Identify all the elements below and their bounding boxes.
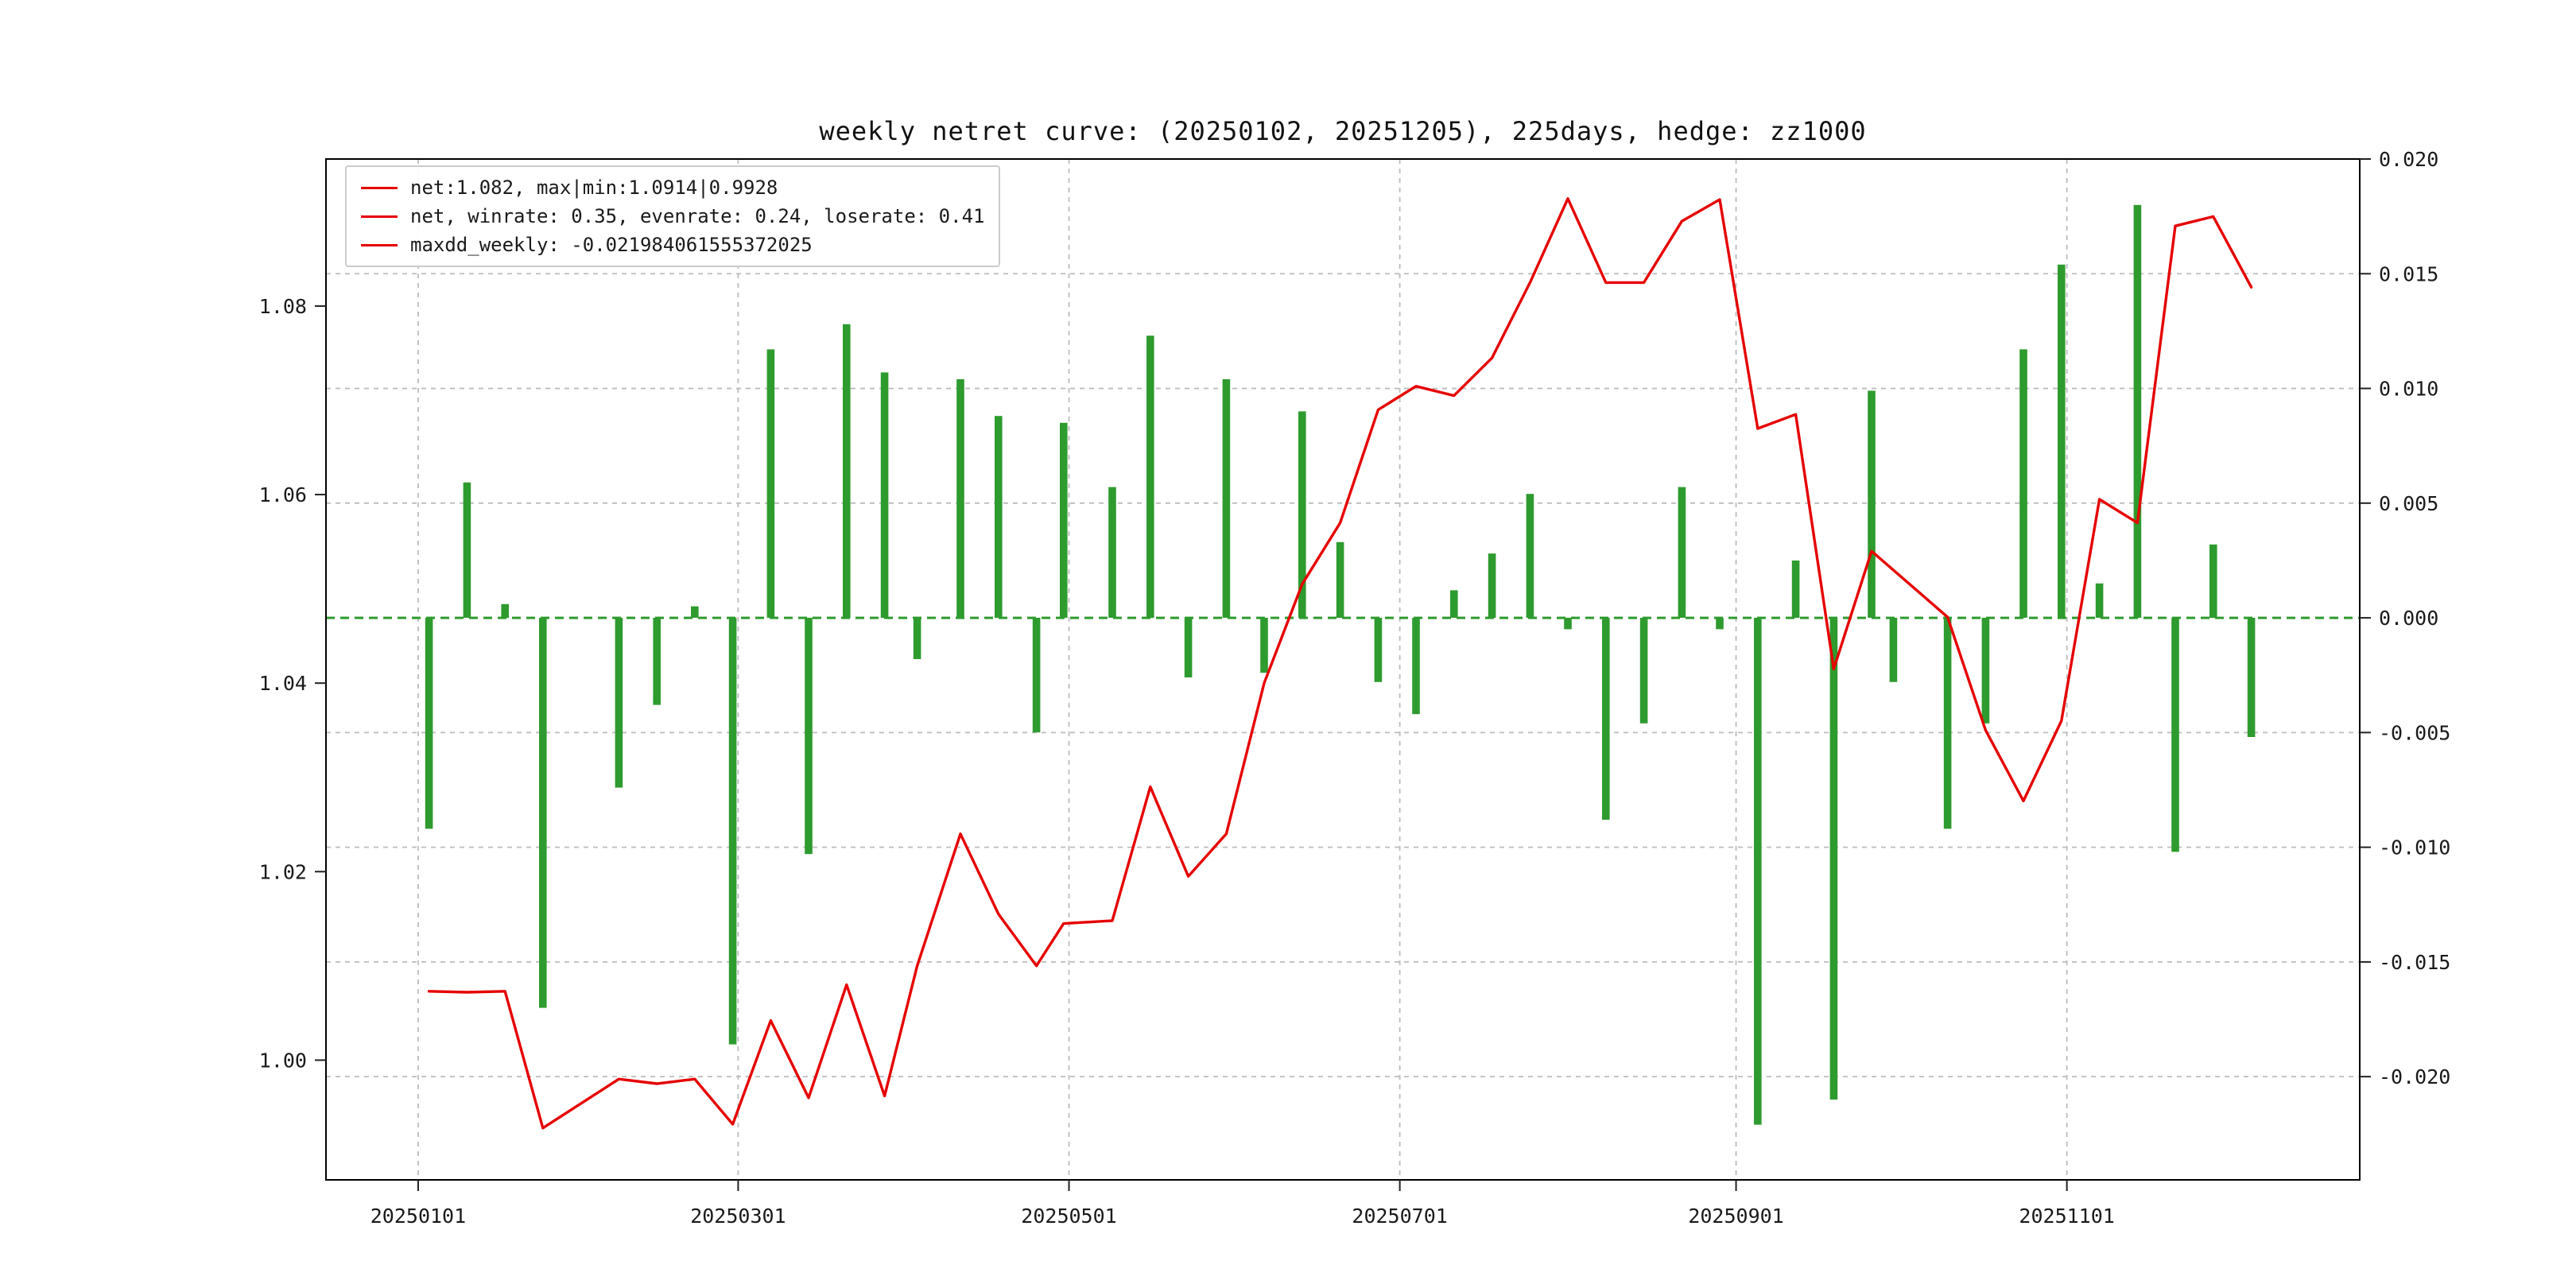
x-tick-label: 20250701 (1352, 1205, 1447, 1228)
weekly-return-bar (463, 482, 471, 618)
weekly-return-bar (425, 618, 433, 829)
legend-label-maxdd: maxdd_weekly: -0.021984061555372025 (410, 234, 813, 256)
weekly-return-bar (1032, 618, 1041, 733)
x-tick-label: 20250301 (690, 1205, 786, 1228)
weekly-return-bar (805, 618, 813, 855)
right-tick-label: 0.010 (2379, 378, 2438, 401)
weekly-return-bar (880, 372, 889, 619)
weekly-return-bar (1602, 618, 1610, 820)
weekly-return-bar (2171, 618, 2179, 852)
right-axis-ticks: 0.020 0.015 0.010 0.005 0.000 -0.005 -0.010 -0.… (2360, 148, 2450, 1088)
left-tick-label: 1.04 (259, 672, 307, 695)
weekly-return-bar (2133, 204, 2142, 619)
weekly-return-bar (1450, 590, 1458, 618)
weekly-return-bar (2095, 583, 2104, 618)
weekly-return-bar (1260, 618, 1268, 673)
right-tick-label: -0.010 (2379, 836, 2450, 859)
weekly-return-bar (1374, 618, 1383, 682)
legend-red-line-icon (361, 186, 398, 189)
weekly-return-bar (1829, 618, 1838, 1100)
weekly-return-bar (1060, 422, 1068, 618)
weekly-return-bar (1184, 618, 1193, 677)
weekly-return-bar (728, 618, 737, 1045)
legend: net:1.082, max|min:1.0914|0.9928 net, wi… (345, 165, 1001, 267)
weekly-return-bar (2019, 349, 2027, 618)
weekly-return-bar (539, 618, 547, 1008)
left-tick-label: 1.02 (259, 860, 307, 883)
x-tick-label: 20250901 (1688, 1205, 1783, 1228)
weekly-return-bar (2247, 618, 2256, 737)
legend-label-winrate: net, winrate: 0.35, evenrate: 0.24, lose… (410, 205, 985, 227)
weekly-return-bar (843, 324, 851, 619)
weekly-return-bar (1639, 618, 1648, 724)
weekly-return-bar (1981, 618, 1990, 724)
x-tick-label: 20250101 (370, 1205, 466, 1228)
x-tick-label: 20251101 (2019, 1205, 2114, 1228)
weekly-return-bar (2058, 264, 2066, 619)
weekly-return-bars (425, 204, 2256, 1125)
legend-label-net: net:1.082, max|min:1.0914|0.9928 (410, 177, 778, 199)
weekly-return-bar (1526, 494, 1534, 618)
weekly-return-bar (1298, 411, 1306, 618)
weekly-return-bar (2209, 544, 2217, 619)
weekly-return-bar (1943, 618, 1952, 829)
plot-border (325, 158, 2361, 1181)
legend-item-net: net:1.082, max|min:1.0914|0.9928 (361, 177, 984, 199)
right-tick-label: 0.015 (2379, 262, 2438, 285)
net-curve-line (427, 197, 2253, 1130)
legend-red-line-icon (361, 243, 398, 246)
weekly-return-bar (766, 349, 775, 618)
x-axis-ticks: 20250101 20250301 20250501 20250701 20250901… (370, 1180, 2115, 1228)
weekly-return-bar (1222, 379, 1231, 618)
weekly-return-bar (1678, 487, 1686, 618)
weekly-return-bar (1488, 553, 1496, 618)
right-tick-label: -0.020 (2379, 1065, 2450, 1088)
vertical-gridlines (417, 159, 2068, 1180)
weekly-return-bar (1889, 618, 1898, 682)
weekly-return-bar (1716, 618, 1724, 630)
right-tick-label: 0.020 (2379, 148, 2438, 171)
left-tick-label: 1.06 (259, 483, 307, 506)
weekly-return-bar (1146, 336, 1154, 619)
right-tick-label: 0.000 (2379, 607, 2438, 630)
weekly-return-bar (691, 606, 699, 618)
weekly-return-bar (653, 618, 661, 705)
chart-title: weekly netret curve: (20250102, 20251205… (819, 116, 1867, 146)
weekly-return-bar (1336, 541, 1344, 618)
weekly-return-bar (1791, 561, 1800, 619)
left-tick-label: 1.08 (259, 295, 307, 318)
weekly-return-bar (1412, 618, 1420, 715)
left-axis-ticks: 1.00 1.02 1.04 1.06 1.08 (259, 295, 326, 1072)
right-tick-label: 0.005 (2379, 492, 2438, 515)
weekly-return-bar (501, 603, 509, 619)
weekly-return-bar (615, 618, 623, 788)
legend-item-winrate: net, winrate: 0.35, evenrate: 0.24, lose… (361, 205, 984, 227)
right-tick-label: -0.015 (2379, 951, 2450, 974)
weekly-return-bar (956, 379, 964, 618)
weekly-return-bar (1564, 618, 1572, 630)
weekly-return-bar (995, 416, 1003, 619)
left-tick-label: 1.00 (259, 1049, 307, 1072)
weekly-return-bar (1108, 487, 1116, 618)
right-tick-label: -0.005 (2379, 721, 2450, 744)
weekly-return-bar (1868, 390, 1876, 618)
legend-item-maxdd: maxdd_weekly: -0.021984061555372025 (361, 234, 984, 256)
weekly-return-bar (913, 618, 921, 659)
legend-red-line-icon (361, 215, 398, 218)
x-tick-label: 20250501 (1021, 1205, 1116, 1228)
weekly-return-bar (1754, 618, 1762, 1125)
